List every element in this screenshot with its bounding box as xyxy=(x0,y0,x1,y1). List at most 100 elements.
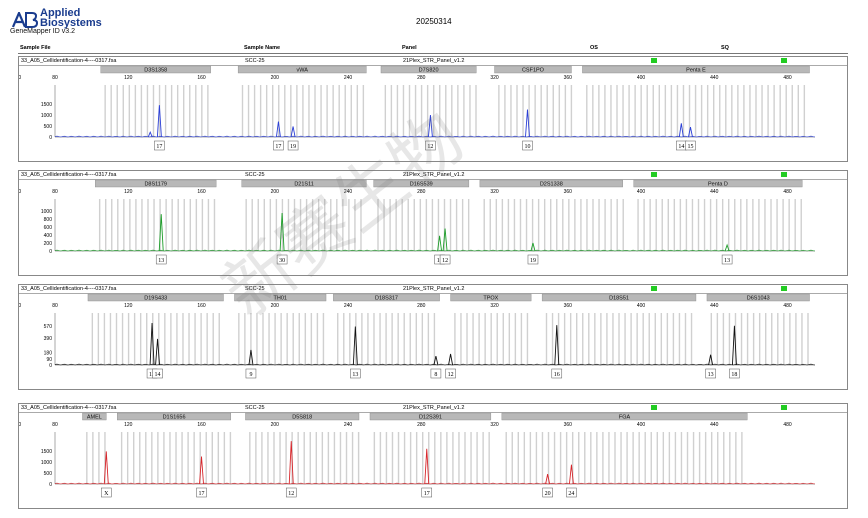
allele-call-box xyxy=(273,140,284,151)
peak xyxy=(731,325,737,366)
allele-bin xyxy=(311,199,314,251)
allele-call-box xyxy=(705,368,716,379)
x-tick-label: 200 xyxy=(271,303,280,309)
col-panel: Panel xyxy=(402,45,417,51)
allele-bin xyxy=(403,432,406,484)
allele-bin xyxy=(419,199,422,251)
allele-bin xyxy=(139,432,141,484)
allele-bin xyxy=(427,313,430,365)
peak xyxy=(199,456,204,485)
marker-label: D21S11 xyxy=(294,182,313,188)
y-tick-label: 1500 xyxy=(41,102,52,108)
allele-bin xyxy=(338,85,340,137)
x-tick-label: 320 xyxy=(490,75,499,81)
allele-bin xyxy=(296,85,298,137)
allele-bin xyxy=(201,199,204,251)
allele-bin xyxy=(686,432,689,484)
allele-bin xyxy=(634,85,636,137)
allele-bin xyxy=(646,85,648,137)
allele-bin xyxy=(345,432,348,484)
allele-bin xyxy=(121,313,124,365)
marker-box xyxy=(82,412,107,421)
allele-call-box xyxy=(350,368,361,379)
x-tick-label: 360 xyxy=(564,303,573,309)
x-tick-label: 320 xyxy=(490,422,499,428)
panel-info-row: 33_A05_Cellidentification-4----0317.fsa S… xyxy=(19,171,847,180)
peak xyxy=(156,105,162,138)
allele-bin xyxy=(464,432,466,484)
allele-bin xyxy=(151,432,153,484)
allele-bin xyxy=(304,313,307,365)
allele-bin xyxy=(432,85,435,137)
allele-call-box xyxy=(196,487,207,498)
col-sq: SQ xyxy=(721,45,729,51)
allele-bin xyxy=(205,432,207,484)
allele-bin xyxy=(452,432,454,484)
allele-bin xyxy=(576,313,578,365)
allele-bin xyxy=(592,85,594,137)
allele-bin xyxy=(710,432,713,484)
x-tick-label: 400 xyxy=(637,75,646,81)
allele-bin xyxy=(103,313,106,365)
peak xyxy=(352,326,358,366)
allele-bin xyxy=(91,313,94,365)
software-version: GeneMapper ID v3.2 xyxy=(10,28,75,35)
marker-box xyxy=(494,65,572,74)
allele-bin xyxy=(731,85,733,137)
allele-bin xyxy=(606,313,608,365)
allele-call-box xyxy=(154,140,165,151)
quality-flag-icon xyxy=(781,58,787,63)
allele-bin xyxy=(783,313,785,365)
allele-bin xyxy=(737,85,739,137)
marker-box xyxy=(373,179,470,188)
panel-info-row: 33_A05_Cellidentification-4----0317.fsa S… xyxy=(19,57,847,66)
peak xyxy=(149,323,155,366)
marker-label: Penta D xyxy=(708,182,728,188)
allele-bin xyxy=(545,313,548,365)
quality-flag-icon xyxy=(651,286,657,291)
peak xyxy=(288,441,294,485)
allele-bin xyxy=(120,432,123,484)
allele-bin xyxy=(223,432,226,484)
baseline-trace xyxy=(54,482,816,485)
allele-bin xyxy=(654,313,656,365)
allele-bin xyxy=(620,432,622,484)
baseline-trace xyxy=(54,363,816,366)
marker-box xyxy=(333,293,440,302)
allele-bin xyxy=(384,85,387,137)
allele-call-label: 12 xyxy=(288,491,294,497)
allele-bin xyxy=(434,432,436,484)
allele-call-box xyxy=(430,368,442,379)
allele-bin xyxy=(157,432,159,484)
allele-bin xyxy=(253,85,256,137)
allele-bin xyxy=(245,199,247,251)
x-tick-label: 320 xyxy=(490,303,499,309)
allele-bin xyxy=(383,199,385,251)
marker-label: D12S391 xyxy=(419,415,442,421)
allele-bin xyxy=(692,432,695,484)
allele-bin xyxy=(333,432,336,484)
x-tick-label: 280 xyxy=(417,75,426,81)
allele-bin xyxy=(284,85,286,137)
allele-bin xyxy=(141,199,143,251)
baseline-trace xyxy=(54,249,816,252)
allele-bin xyxy=(263,199,265,251)
allele-bin xyxy=(431,199,434,251)
allele-bin xyxy=(272,85,274,137)
x-tick-label: 480 xyxy=(783,75,792,81)
x-tick-label: 200 xyxy=(271,75,280,81)
allele-bin xyxy=(526,313,529,365)
allele-bin xyxy=(658,85,661,137)
marker-label: CSF1PO xyxy=(522,68,545,74)
allele-bin xyxy=(292,313,294,365)
allele-bin xyxy=(483,199,485,251)
allele-bin xyxy=(664,85,667,137)
allele-bin xyxy=(807,313,809,365)
allele-bin xyxy=(123,199,125,251)
x-tick-label: 480 xyxy=(783,422,792,428)
allele-bin xyxy=(207,199,210,251)
peak xyxy=(248,349,254,366)
allele-bin xyxy=(765,313,767,365)
allele-bin xyxy=(449,199,452,251)
x-tick-label: 240 xyxy=(344,75,353,81)
